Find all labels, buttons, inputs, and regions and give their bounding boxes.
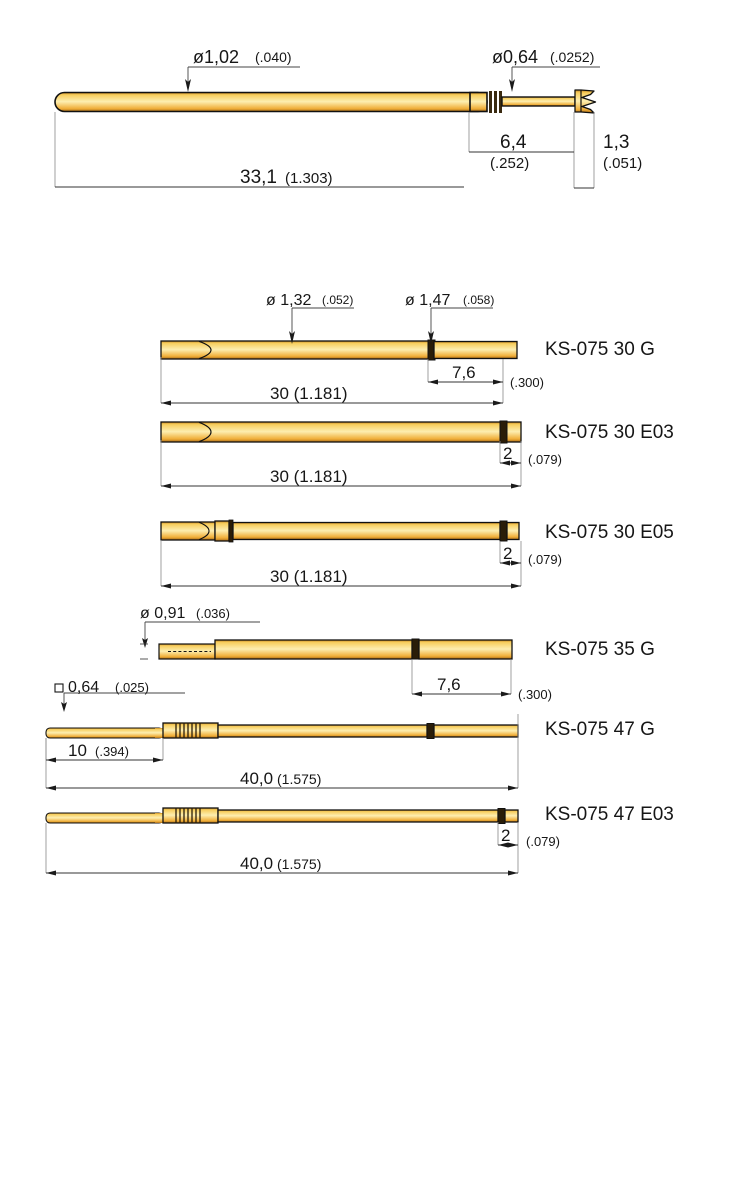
svg-text:2: 2 xyxy=(503,544,512,563)
svg-text:ø 1,32: ø 1,32 xyxy=(266,292,311,309)
svg-text:(.300): (.300) xyxy=(510,375,544,390)
svg-text:(.052): (.052) xyxy=(322,293,353,307)
svg-text:40,0: 40,0 xyxy=(240,769,273,788)
svg-text:7,6: 7,6 xyxy=(437,675,461,694)
svg-text:30 (1.181): 30 (1.181) xyxy=(270,567,348,586)
svg-text:(.051): (.051) xyxy=(603,155,642,172)
svg-text:KS-075 35 G: KS-075 35 G xyxy=(545,639,655,660)
svg-text:(.394): (.394) xyxy=(95,744,129,759)
svg-text:7,6: 7,6 xyxy=(452,363,476,382)
svg-text:(.025): (.025) xyxy=(115,680,149,695)
svg-text:33,1: 33,1 xyxy=(240,167,277,188)
svg-text:0,64: 0,64 xyxy=(68,679,99,696)
svg-text:KS-075 30 G: KS-075 30 G xyxy=(545,339,655,360)
svg-text:(.079): (.079) xyxy=(528,452,562,467)
svg-text:KS-075 47 G: KS-075 47 G xyxy=(545,719,655,740)
svg-text:(1.303): (1.303) xyxy=(285,170,333,187)
svg-text:2: 2 xyxy=(501,826,510,845)
svg-text:10: 10 xyxy=(68,741,87,760)
svg-text:ø 0,91: ø 0,91 xyxy=(140,605,185,622)
svg-text:(.036): (.036) xyxy=(196,606,230,621)
svg-text:KS-075 30 E03: KS-075 30 E03 xyxy=(545,422,674,443)
svg-text:(.058): (.058) xyxy=(463,293,494,307)
svg-text:ø1,02: ø1,02 xyxy=(193,47,239,67)
svg-text:(1.575): (1.575) xyxy=(277,856,321,872)
svg-text:KS-075 30 E05: KS-075 30 E05 xyxy=(545,522,674,543)
svg-text:(.300): (.300) xyxy=(518,687,552,702)
svg-text:KS-075 47 E03: KS-075 47 E03 xyxy=(545,804,674,825)
svg-text:6,4: 6,4 xyxy=(500,132,527,153)
svg-text:30 (1.181): 30 (1.181) xyxy=(270,384,348,403)
svg-text:(.040): (.040) xyxy=(255,49,292,65)
svg-text:(.252): (.252) xyxy=(490,155,529,172)
svg-text:40,0: 40,0 xyxy=(240,854,273,873)
svg-text:30 (1.181): 30 (1.181) xyxy=(270,467,348,486)
svg-text:1,3: 1,3 xyxy=(603,132,629,153)
svg-text:2: 2 xyxy=(503,444,512,463)
svg-text:(.0252): (.0252) xyxy=(550,49,594,65)
svg-text:ø 1,47: ø 1,47 xyxy=(405,292,450,309)
svg-text:ø0,64: ø0,64 xyxy=(492,47,538,67)
svg-text:(.079): (.079) xyxy=(528,552,562,567)
svg-text:(1.575): (1.575) xyxy=(277,771,321,787)
svg-text:(.079): (.079) xyxy=(526,834,560,849)
